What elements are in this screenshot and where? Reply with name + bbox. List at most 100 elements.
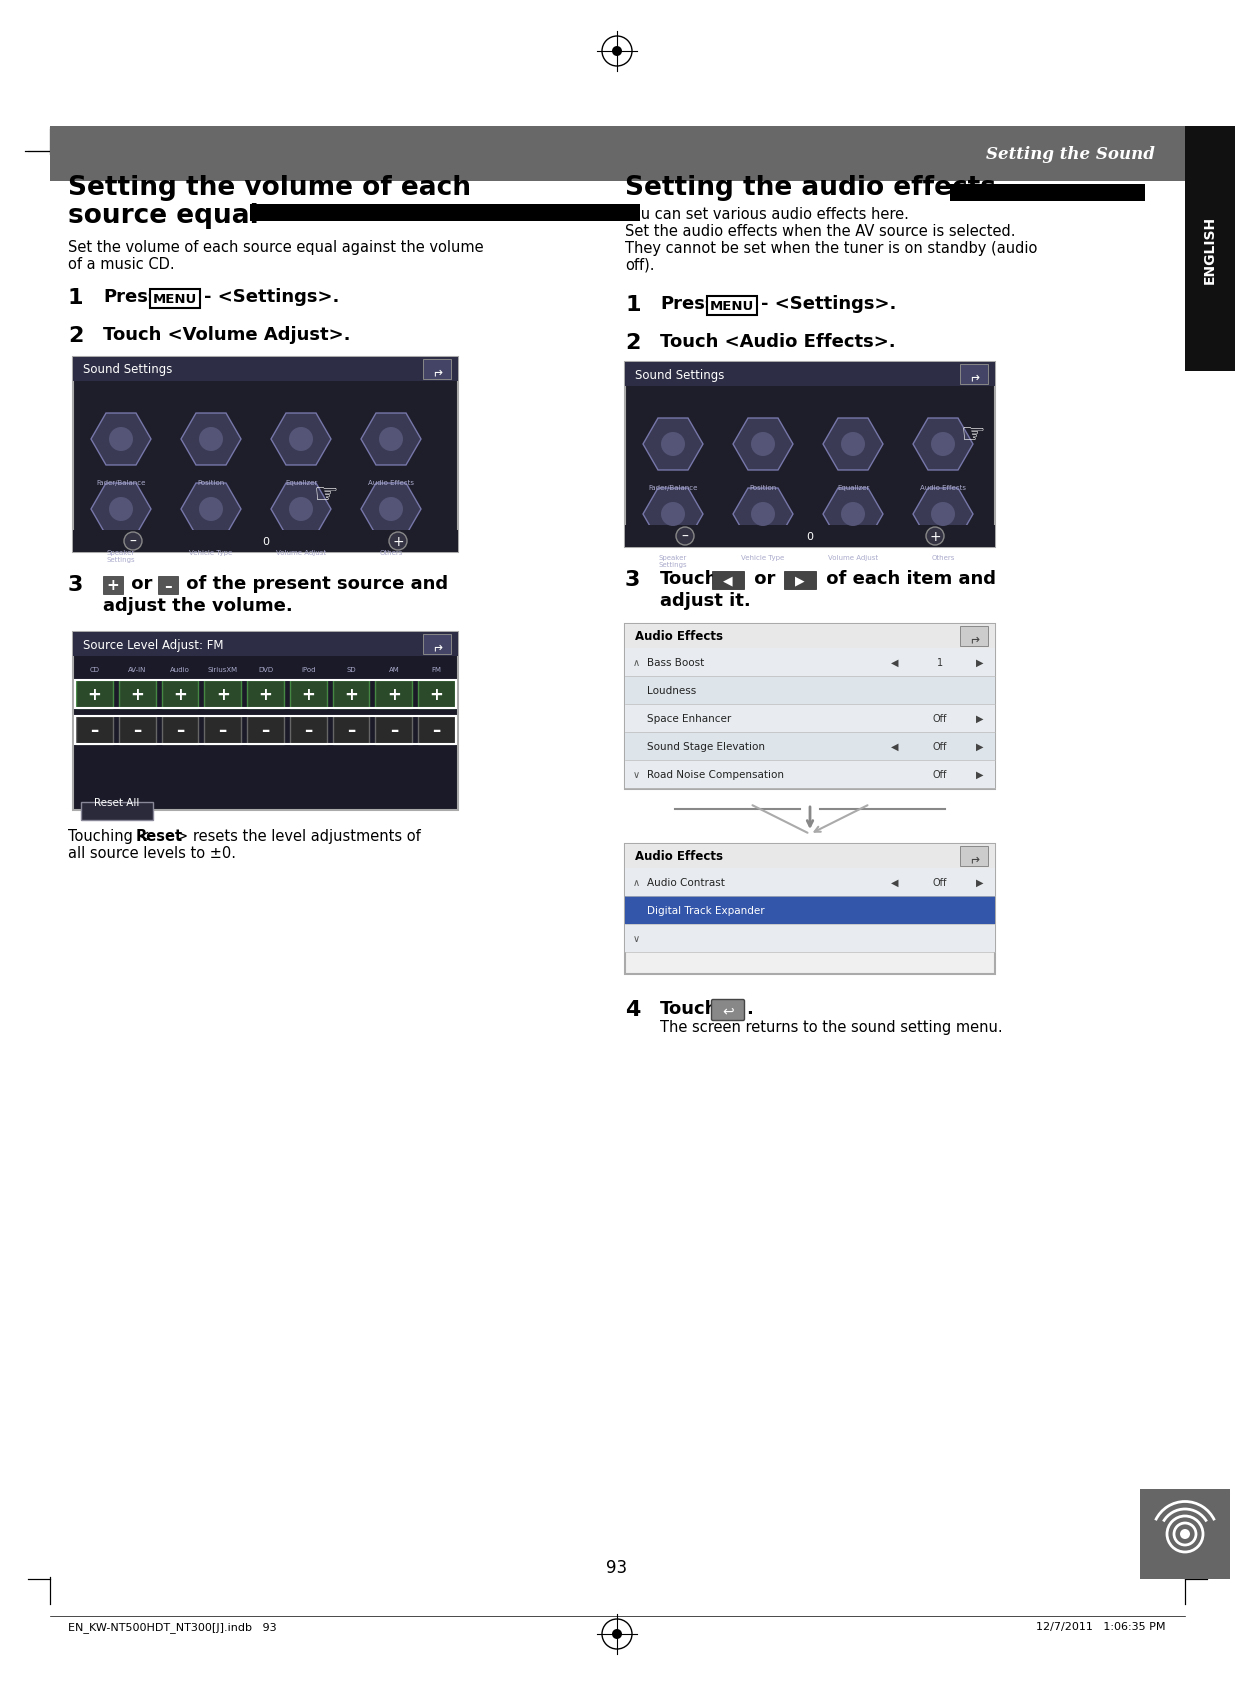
Text: Set the volume of each source equal against the volume: Set the volume of each source equal agai… — [68, 240, 484, 255]
Text: +: + — [173, 686, 186, 704]
Text: FM: FM — [431, 667, 442, 672]
Text: Vehicle Type: Vehicle Type — [189, 549, 232, 556]
Circle shape — [289, 498, 312, 522]
Text: –: – — [90, 721, 99, 740]
Bar — [424, 360, 451, 380]
Text: Press: Press — [659, 296, 715, 312]
Text: 12/7/2011   1:06:35 PM: 12/7/2011 1:06:35 PM — [1035, 1621, 1165, 1632]
Text: They cannot be set when the tuner is on standby (audio: They cannot be set when the tuner is on … — [625, 242, 1037, 255]
Bar — [73, 358, 458, 382]
Text: –: – — [133, 721, 141, 740]
Text: ∧: ∧ — [634, 657, 640, 667]
Text: 1: 1 — [625, 296, 641, 314]
Text: Others: Others — [931, 554, 955, 561]
Bar — [419, 681, 454, 709]
Circle shape — [931, 432, 955, 456]
Text: Set the audio effects when the AV source is selected.: Set the audio effects when the AV source… — [625, 225, 1015, 238]
Text: Off: Off — [932, 741, 947, 752]
Text: 2: 2 — [625, 333, 641, 353]
Text: ENGLISH: ENGLISH — [1203, 215, 1216, 284]
Circle shape — [751, 503, 776, 527]
Text: Volume Adjust: Volume Adjust — [275, 549, 326, 556]
Circle shape — [661, 503, 685, 527]
Text: Source Level Adjust: FM: Source Level Adjust: FM — [83, 638, 224, 652]
Text: +: + — [387, 686, 401, 704]
Text: Off: Off — [932, 770, 947, 780]
Text: ▶: ▶ — [976, 878, 984, 887]
Text: Off: Off — [932, 878, 947, 887]
Text: –: – — [682, 530, 688, 544]
Text: 2: 2 — [68, 326, 84, 346]
Text: - <Settings>.: - <Settings>. — [204, 287, 340, 306]
Bar — [625, 868, 995, 897]
Circle shape — [199, 498, 224, 522]
Text: –: – — [432, 721, 441, 740]
Text: 1: 1 — [68, 287, 84, 307]
Text: ◀: ◀ — [892, 878, 899, 887]
Text: Loudness: Loudness — [647, 686, 697, 696]
Text: –: – — [262, 721, 269, 740]
Text: Fader/Balance: Fader/Balance — [96, 480, 146, 486]
Text: 0: 0 — [262, 537, 269, 547]
Text: 3: 3 — [625, 569, 641, 589]
Bar — [158, 576, 178, 595]
Bar — [625, 844, 995, 975]
Text: ∨: ∨ — [634, 770, 640, 780]
Bar — [247, 681, 284, 709]
Bar — [73, 633, 458, 811]
Text: or: or — [125, 574, 158, 593]
Text: Space Enhancer: Space Enhancer — [647, 713, 731, 723]
Text: .: . — [746, 1000, 753, 1017]
Text: Setting the Sound: Setting the Sound — [986, 145, 1155, 162]
Text: Equalizer: Equalizer — [285, 480, 317, 486]
Text: Position: Position — [198, 480, 225, 486]
Text: –: – — [130, 535, 136, 549]
Bar — [73, 633, 458, 657]
Text: Touch <Volume Adjust>.: Touch <Volume Adjust>. — [103, 326, 351, 345]
Circle shape — [109, 498, 133, 522]
Bar — [75, 716, 456, 745]
Bar — [49, 127, 1186, 182]
Text: –: – — [219, 721, 227, 740]
Text: ▶: ▶ — [976, 741, 984, 752]
Text: +: + — [430, 686, 443, 704]
Bar — [625, 625, 995, 789]
Bar — [119, 716, 156, 745]
Text: ▶: ▶ — [976, 770, 984, 780]
Text: MENU: MENU — [153, 292, 198, 306]
Text: ◀: ◀ — [892, 741, 899, 752]
Text: CD: CD — [89, 667, 99, 672]
Bar — [375, 681, 412, 709]
Bar — [375, 716, 412, 745]
Bar — [625, 363, 995, 387]
Circle shape — [931, 503, 955, 527]
Bar — [247, 716, 284, 745]
Text: ∧: ∧ — [634, 878, 640, 887]
Text: Speaker
Settings: Speaker Settings — [106, 549, 136, 562]
Bar — [77, 681, 112, 709]
Text: > resets the level adjustments of: > resets the level adjustments of — [177, 829, 421, 843]
Text: –: – — [164, 578, 172, 593]
Bar — [332, 681, 369, 709]
Bar — [625, 760, 995, 789]
Text: Volume Adjust: Volume Adjust — [827, 554, 878, 561]
Text: ☞: ☞ — [314, 481, 338, 508]
Text: ↵: ↵ — [432, 638, 442, 652]
Text: Sound Stage Elevation: Sound Stage Elevation — [647, 741, 764, 752]
Bar — [73, 530, 458, 552]
Bar — [625, 844, 995, 868]
Text: ◀: ◀ — [724, 574, 732, 588]
Text: 1: 1 — [937, 657, 944, 667]
Circle shape — [379, 427, 403, 451]
Bar — [1140, 1490, 1230, 1579]
Text: Audio Effects: Audio Effects — [368, 480, 414, 486]
Text: source equal: source equal — [68, 203, 259, 230]
Bar — [960, 365, 988, 385]
Circle shape — [379, 498, 403, 522]
Text: ↵: ↵ — [968, 630, 979, 644]
Text: –: – — [304, 721, 312, 740]
Text: Equalizer: Equalizer — [837, 485, 869, 491]
Text: of a music CD.: of a music CD. — [68, 257, 174, 272]
Circle shape — [124, 532, 142, 551]
Bar — [625, 733, 995, 760]
